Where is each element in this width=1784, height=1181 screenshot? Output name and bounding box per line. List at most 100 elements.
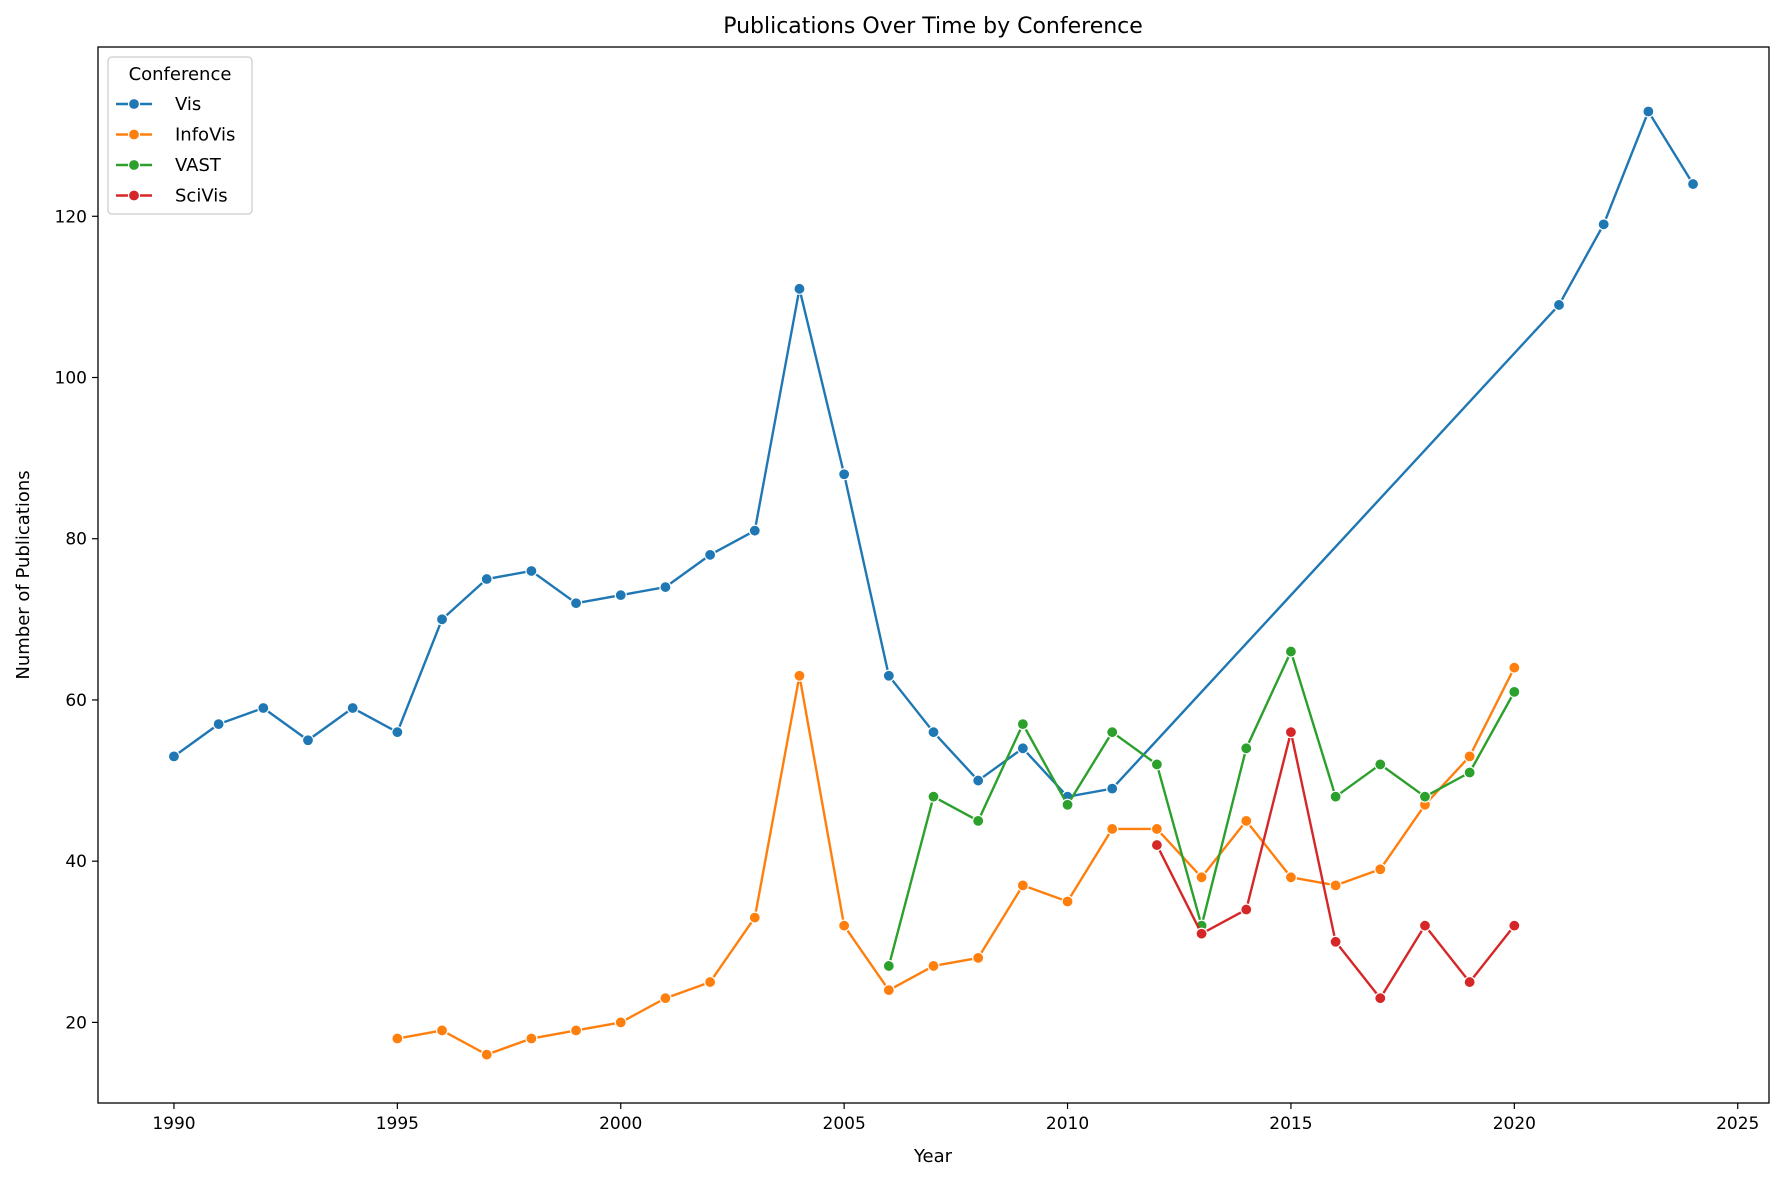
data-point-infovis (614, 1016, 627, 1029)
data-point-vis (1686, 177, 1700, 191)
data-point-vis (257, 701, 270, 715)
data-point-vast (1284, 645, 1298, 658)
data-point-vis (1016, 742, 1029, 755)
data-point-vis (704, 548, 717, 561)
x-tick-label: 1995 (376, 1114, 419, 1134)
data-point-vis (882, 669, 895, 682)
data-point-infovis (793, 669, 806, 682)
data-point-infovis (927, 959, 940, 973)
x-tick-label: 2025 (1716, 1114, 1759, 1134)
data-point-infovis (1284, 871, 1298, 884)
legend-item-vast: VAST (116, 155, 222, 176)
x-tick-label: 2020 (1493, 1114, 1536, 1134)
data-point-vis (301, 734, 315, 747)
chart-title: Publications Over Time by Conference (723, 14, 1143, 39)
data-point-vis (1642, 105, 1655, 118)
data-point-vast (1329, 790, 1342, 803)
data-point-infovis (1150, 822, 1163, 836)
y-tick-label: 60 (65, 691, 87, 711)
data-point-scivis (1329, 935, 1342, 948)
data-point-vis (1106, 782, 1119, 795)
x-tick-label: 2000 (599, 1114, 642, 1134)
series-scivis (1150, 726, 1521, 1005)
data-point-vast (1016, 718, 1029, 731)
data-point-infovis (1061, 895, 1074, 908)
y-tick-label: 40 (65, 852, 87, 872)
legend-swatch-marker (127, 189, 141, 202)
data-point-scivis (1374, 992, 1387, 1005)
data-point-scivis (1463, 975, 1476, 989)
legend-title: Conference (129, 64, 232, 85)
data-point-vast (927, 790, 940, 803)
legend-box (107, 56, 253, 215)
data-point-vis (659, 580, 672, 594)
series-vast (882, 645, 1521, 973)
data-point-infovis (1195, 871, 1208, 884)
y-tick-label: 20 (65, 1013, 87, 1033)
data-point-vis (748, 524, 761, 537)
plot-frame (97, 46, 1770, 1104)
data-point-vis (525, 564, 538, 578)
data-point-infovis (435, 1024, 449, 1037)
data-point-infovis (882, 984, 895, 997)
data-point-infovis (480, 1048, 493, 1061)
data-point-scivis (1240, 903, 1253, 916)
legend-item-infovis: InfoVis (116, 125, 235, 146)
data-point-scivis (1150, 838, 1163, 852)
data-point-infovis (1106, 822, 1119, 836)
data-point-vast (972, 814, 985, 827)
y-axis-title: Number of Publications (13, 470, 34, 679)
data-point-infovis (659, 992, 672, 1005)
legend-item-scivis: SciVis (116, 186, 228, 207)
plot-area (167, 105, 1700, 1061)
legend-swatch-marker (127, 128, 141, 141)
legend-swatch-marker (127, 158, 141, 172)
data-point-infovis (569, 1024, 583, 1037)
y-tick-label: 80 (65, 530, 87, 550)
y-tick-label: 100 (55, 369, 87, 389)
data-point-scivis (1195, 927, 1208, 940)
y-tick-label: 120 (55, 207, 87, 227)
data-point-infovis (972, 951, 985, 965)
data-point-vis (614, 589, 627, 602)
x-axis: 1990 1995 2000 2005 2010 2015 2020 2025 (152, 1103, 1759, 1134)
data-point-vis (435, 613, 449, 626)
x-tick-label: 2015 (1269, 1114, 1312, 1134)
data-point-infovis (1329, 879, 1342, 892)
x-tick-label: 2010 (1046, 1114, 1089, 1134)
series-line-infovis (397, 667, 1516, 1056)
data-point-infovis (1240, 814, 1253, 827)
data-point-vis (838, 468, 851, 481)
data-point-vast (1508, 685, 1521, 698)
data-point-vast (1463, 766, 1476, 779)
x-tick-label: 2005 (823, 1114, 866, 1134)
data-point-infovis (838, 919, 851, 932)
data-point-vis (480, 572, 493, 586)
data-point-vast (1061, 798, 1074, 811)
data-point-vast (1374, 758, 1387, 771)
data-point-infovis (1463, 750, 1476, 763)
y-axis: 20 40 60 80 100 120 (55, 207, 98, 1033)
legend-label: VAST (175, 155, 222, 176)
legend-label: SciVis (175, 186, 228, 207)
data-point-scivis (1508, 919, 1521, 932)
data-point-vis (972, 774, 985, 787)
data-point-infovis (391, 1032, 404, 1045)
series-line-vis (173, 110, 1695, 798)
data-point-infovis (1508, 661, 1521, 674)
data-point-vast (1418, 790, 1432, 803)
data-point-vast (882, 959, 895, 973)
data-point-vis (793, 282, 806, 295)
data-point-vast (1106, 726, 1119, 739)
data-point-scivis (1284, 726, 1298, 739)
series-infovis (391, 661, 1521, 1061)
legend-label: InfoVis (175, 125, 235, 146)
data-point-vast (1240, 742, 1253, 755)
legend-item-vis: Vis (116, 94, 201, 115)
legend-swatch-marker (127, 97, 141, 111)
data-point-vis (167, 750, 181, 763)
data-point-vis (212, 718, 225, 731)
data-point-vis (927, 726, 940, 739)
